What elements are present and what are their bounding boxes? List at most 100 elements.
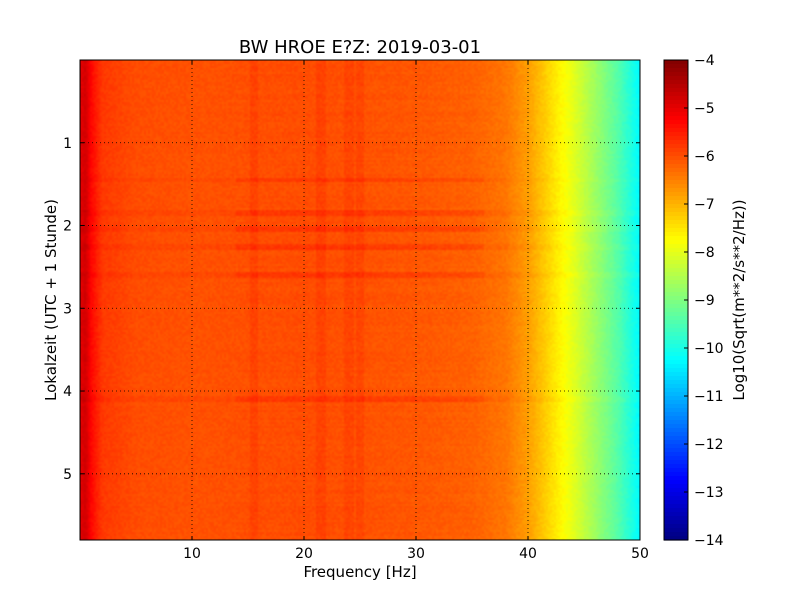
colorbar-tick-label: −4: [694, 53, 715, 69]
colorbar-tick-label: −7: [694, 197, 715, 213]
colorbar-segment: [664, 128, 688, 133]
colorbar-segment: [664, 508, 688, 513]
colorbar-segment: [664, 116, 688, 121]
colorbar-segment: [664, 484, 688, 489]
colorbar-segment: [664, 360, 688, 365]
colorbar-segment: [664, 376, 688, 381]
colorbar-segment: [664, 280, 688, 285]
plot-frame: [79, 59, 641, 541]
colorbar-segment: [664, 516, 688, 521]
colorbar-segment: [664, 388, 688, 393]
colorbar-segment: [664, 260, 688, 265]
colorbar-segment: [664, 148, 688, 153]
colorbar-segment: [664, 444, 688, 449]
colorbar-segment: [664, 180, 688, 185]
colorbar-segment: [664, 324, 688, 329]
colorbar-segment: [664, 500, 688, 505]
colorbar-segment: [664, 204, 688, 209]
colorbar-segment: [664, 84, 688, 89]
colorbar-segment: [664, 176, 688, 181]
colorbar-segment: [664, 332, 688, 337]
spectrogram-heatmap: [80, 60, 640, 540]
colorbar-segment: [664, 340, 688, 345]
colorbar-segment: [664, 240, 688, 245]
colorbar-segment: [664, 312, 688, 317]
colorbar-segment: [664, 464, 688, 469]
colorbar-segment: [664, 296, 688, 301]
colorbar-segment: [664, 164, 688, 169]
colorbar-segment: [664, 368, 688, 373]
colorbar-segment: [664, 160, 688, 165]
colorbar-tick-label: −10: [694, 341, 724, 357]
colorbar-segment: [664, 528, 688, 533]
colorbar-segment: [664, 64, 688, 69]
colorbar-segment: [664, 136, 688, 141]
colorbar-segment: [664, 524, 688, 529]
colorbar-segment: [664, 284, 688, 289]
colorbar-segment: [664, 400, 688, 405]
colorbar-segment: [664, 320, 688, 325]
colorbar-segment: [664, 328, 688, 333]
colorbar-tick-label: −6: [694, 149, 715, 165]
colorbar-segment: [664, 104, 688, 109]
colorbar-segment: [664, 244, 688, 249]
colorbar-segment: [664, 452, 688, 457]
colorbar-segment: [664, 108, 688, 113]
colorbar-segment: [664, 432, 688, 437]
colorbar-segment: [664, 512, 688, 517]
colorbar-ticks: −4 −5 −6 −7 −8 −9 −10 −11 −12 −13 −14: [684, 53, 724, 549]
x-tick-label: 30: [407, 546, 425, 562]
colorbar-segment: [664, 200, 688, 205]
colorbar-segment: [664, 532, 688, 537]
colorbar-segment: [664, 520, 688, 525]
colorbar-segment: [664, 256, 688, 261]
x-tick-label: 40: [519, 546, 537, 562]
y-tick-label: 5: [63, 467, 72, 483]
colorbar-segment: [664, 460, 688, 465]
colorbar-segment: [664, 132, 688, 137]
colorbar-segment: [664, 76, 688, 81]
colorbar-segment: [664, 448, 688, 453]
colorbar-segment: [664, 184, 688, 189]
colorbar-tick-label: −5: [694, 101, 715, 117]
colorbar-segment: [664, 216, 688, 221]
colorbar-segment: [664, 248, 688, 253]
colorbar-segment: [664, 292, 688, 297]
colorbar-segment: [664, 336, 688, 341]
colorbar-segment: [664, 492, 688, 497]
colorbar-segment: [664, 80, 688, 85]
colorbar-segment: [664, 72, 688, 77]
colorbar-segment: [664, 504, 688, 509]
colorbar-segment: [664, 232, 688, 237]
colorbar-segment: [664, 276, 688, 281]
colorbar-tick-label: −9: [694, 293, 715, 309]
colorbar-segment: [664, 272, 688, 277]
x-axis-ticks: 10 20 30 40 50: [183, 60, 649, 562]
colorbar-segment: [664, 424, 688, 429]
colorbar-segment: [664, 420, 688, 425]
colorbar-segment: [664, 96, 688, 101]
grid-lines: [80, 60, 640, 540]
colorbar-segment: [664, 156, 688, 161]
colorbar-segment: [664, 208, 688, 213]
colorbar-segment: [664, 236, 688, 241]
x-axis-label: Frequency [Hz]: [303, 563, 416, 581]
colorbar-tick-label: −13: [694, 485, 724, 501]
colorbar-segment: [664, 380, 688, 385]
colorbar-segment: [664, 488, 688, 493]
colorbar-segment: [664, 408, 688, 413]
colorbar-segment: [664, 268, 688, 273]
colorbar-segment: [664, 100, 688, 105]
colorbar-tick-label: −14: [694, 533, 724, 549]
colorbar-segment: [664, 60, 688, 65]
colorbar-label: Log10(Sqrt(m**2/s**2/Hz)): [730, 199, 748, 400]
colorbar-segment: [664, 384, 688, 389]
x-tick-label: 50: [631, 546, 649, 562]
chart-title: BW HROE E?Z: 2019-03-01: [239, 37, 481, 58]
y-tick-label: 2: [63, 219, 72, 235]
x-tick-label: 20: [295, 546, 313, 562]
colorbar-segment: [664, 140, 688, 145]
colorbar-segment: [664, 468, 688, 473]
colorbar-segment: [664, 476, 688, 481]
colorbar-segment: [664, 224, 688, 229]
